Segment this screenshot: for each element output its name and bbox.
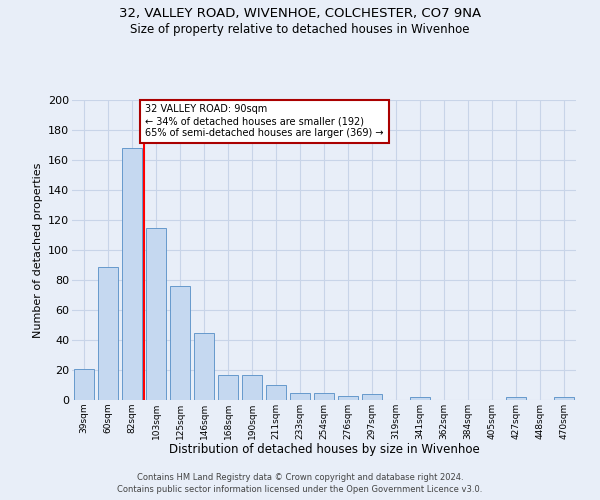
Text: Size of property relative to detached houses in Wivenhoe: Size of property relative to detached ho… [130,22,470,36]
Bar [338,396,358,400]
Bar [506,397,526,400]
Bar [362,394,382,400]
Bar [218,374,238,400]
Bar [74,368,94,400]
Bar [146,228,166,400]
Bar [122,148,142,400]
Y-axis label: Number of detached properties: Number of detached properties [32,162,43,338]
Text: Contains HM Land Registry data © Crown copyright and database right 2024.: Contains HM Land Registry data © Crown c… [137,472,463,482]
Bar [170,286,190,400]
Bar [290,392,310,400]
Bar [194,332,214,400]
Bar [554,397,574,400]
Text: Distribution of detached houses by size in Wivenhoe: Distribution of detached houses by size … [169,442,479,456]
Text: Contains public sector information licensed under the Open Government Licence v3: Contains public sector information licen… [118,485,482,494]
Bar [314,392,334,400]
Bar [98,266,118,400]
Text: 32 VALLEY ROAD: 90sqm
← 34% of detached houses are smaller (192)
65% of semi-det: 32 VALLEY ROAD: 90sqm ← 34% of detached … [145,104,384,138]
Bar [242,374,262,400]
Bar [266,385,286,400]
Text: 32, VALLEY ROAD, WIVENHOE, COLCHESTER, CO7 9NA: 32, VALLEY ROAD, WIVENHOE, COLCHESTER, C… [119,8,481,20]
Bar [410,397,430,400]
